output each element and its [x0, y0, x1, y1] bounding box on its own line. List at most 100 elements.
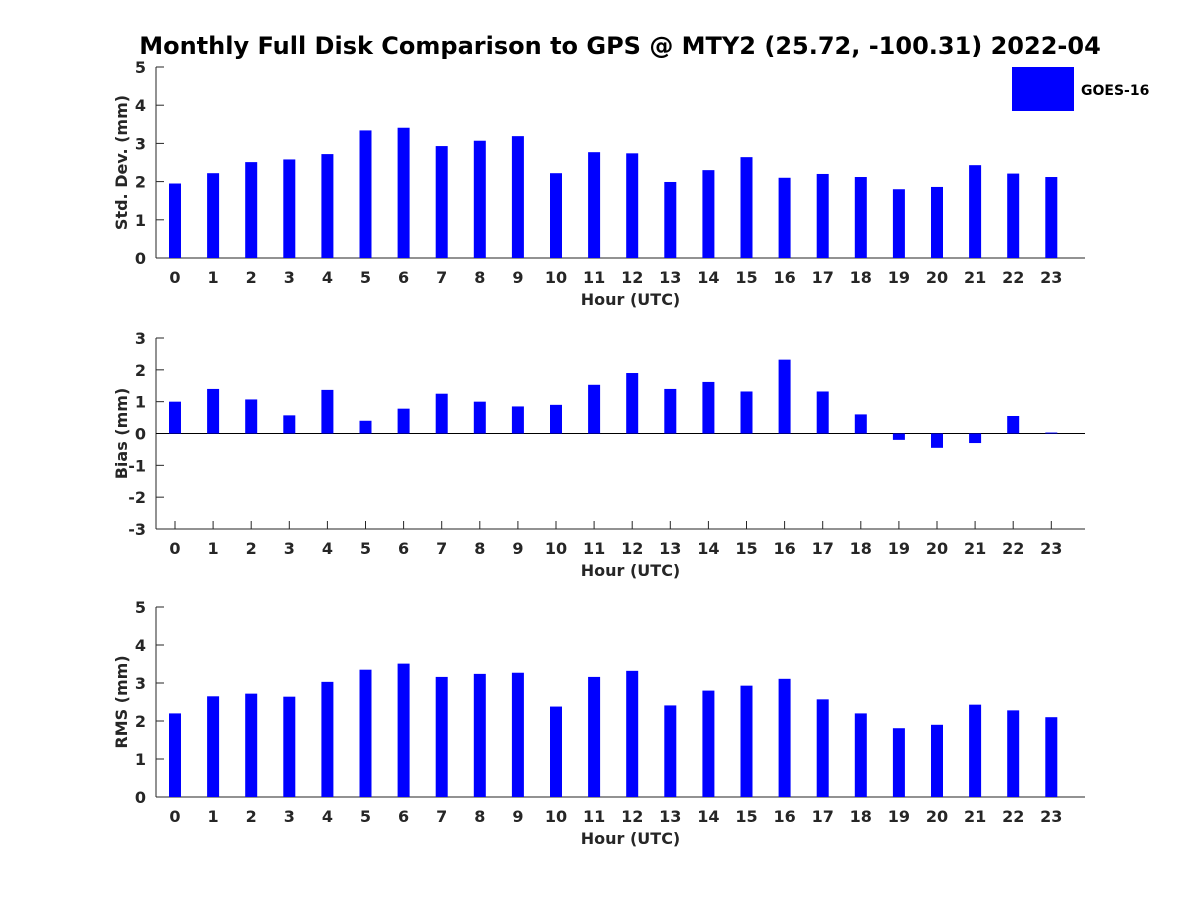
x-tick-label: 12: [621, 268, 643, 287]
x-tick-label: 3: [284, 807, 295, 826]
x-tick-label: 17: [812, 539, 834, 558]
bar: [321, 681, 334, 797]
x-tick-label: 14: [697, 807, 719, 826]
bar: [664, 181, 677, 258]
bar: [359, 669, 372, 797]
bar: [854, 414, 867, 434]
y-tick-label: 2: [135, 712, 146, 731]
bar: [207, 173, 220, 258]
bar: [931, 186, 943, 258]
x-tick-label: 20: [926, 807, 948, 826]
x-tick-label: 23: [1040, 268, 1062, 287]
bar: [588, 152, 601, 258]
bar: [664, 388, 677, 434]
x-tick-label: 19: [888, 268, 910, 287]
bar: [550, 706, 562, 797]
bar: [550, 404, 562, 434]
x-tick-label: 4: [322, 807, 333, 826]
bar: [397, 408, 410, 434]
x-tick-label: 12: [621, 807, 643, 826]
bar: [473, 401, 486, 434]
x-tick-label: 17: [812, 807, 834, 826]
x-tick-label: 13: [659, 539, 681, 558]
x-tick-label: 15: [735, 539, 757, 558]
x-tick-label: 9: [512, 807, 523, 826]
bar: [702, 381, 715, 434]
x-tick-label: 9: [512, 268, 523, 287]
bar: [283, 696, 296, 797]
x-tick-label: 18: [850, 268, 872, 287]
x-tick-label: 1: [208, 268, 219, 287]
bar: [931, 433, 943, 448]
bar: [435, 393, 448, 434]
x-tick-label: 2: [246, 268, 257, 287]
x-tick-label: 10: [545, 807, 567, 826]
x-tick-label: 11: [583, 539, 605, 558]
bar: [816, 391, 829, 434]
bar: [588, 676, 601, 797]
y-tick-label: 5: [135, 598, 146, 617]
y-tick-label: -2: [128, 488, 146, 507]
x-tick-label: 16: [773, 807, 795, 826]
bar: [245, 162, 258, 258]
x-tick-label: 5: [360, 268, 371, 287]
y-tick-label: 3: [135, 329, 146, 348]
legend-label: GOES-16: [1081, 83, 1149, 99]
bar: [1045, 432, 1058, 434]
x-tick-label: 15: [735, 268, 757, 287]
bar: [702, 690, 715, 797]
y-axis-label: Std. Dev. (mm): [112, 95, 131, 230]
bar: [664, 705, 677, 797]
x-tick-label: 21: [964, 539, 986, 558]
x-tick-label: 21: [964, 807, 986, 826]
x-tick-label: 5: [360, 807, 371, 826]
legend: GOES-16: [1012, 67, 1149, 111]
x-tick-label: 20: [926, 268, 948, 287]
x-tick-label: 23: [1040, 539, 1062, 558]
x-tick-label: 10: [545, 268, 567, 287]
x-tick-label: 10: [545, 539, 567, 558]
bar: [1045, 717, 1058, 797]
x-tick-label: 8: [474, 807, 485, 826]
bar: [169, 401, 181, 434]
x-tick-label: 16: [773, 539, 795, 558]
y-tick-label: 5: [135, 58, 146, 77]
x-axis-label: Hour (UTC): [581, 829, 681, 848]
bar: [892, 433, 905, 440]
bar: [778, 177, 791, 258]
bar: [969, 433, 982, 444]
y-tick-label: 1: [135, 211, 146, 230]
bar: [854, 713, 867, 797]
x-tick-label: 14: [697, 268, 719, 287]
x-tick-label: 9: [512, 539, 523, 558]
bar: [435, 676, 448, 797]
bar: [511, 136, 524, 258]
bar: [740, 685, 753, 797]
y-tick-label: -1: [128, 456, 146, 475]
bar: [892, 728, 905, 797]
x-tick-label: 19: [888, 807, 910, 826]
bar: [1045, 177, 1058, 258]
x-tick-label: 7: [436, 539, 447, 558]
bar: [740, 157, 753, 258]
bar: [321, 389, 334, 434]
x-tick-label: 18: [850, 807, 872, 826]
y-tick-label: 0: [135, 249, 146, 268]
bar: [207, 696, 220, 797]
bar: [778, 359, 791, 434]
x-tick-label: 14: [697, 539, 719, 558]
x-tick-label: 15: [735, 807, 757, 826]
bar: [321, 154, 334, 258]
y-tick-label: 3: [135, 134, 146, 153]
y-tick-label: 3: [135, 674, 146, 693]
x-tick-label: 3: [284, 268, 295, 287]
y-tick-label: 1: [135, 393, 146, 412]
x-tick-label: 5: [360, 539, 371, 558]
x-tick-label: 0: [169, 807, 180, 826]
x-tick-label: 6: [398, 539, 409, 558]
x-tick-label: 13: [659, 268, 681, 287]
x-tick-label: 7: [436, 807, 447, 826]
